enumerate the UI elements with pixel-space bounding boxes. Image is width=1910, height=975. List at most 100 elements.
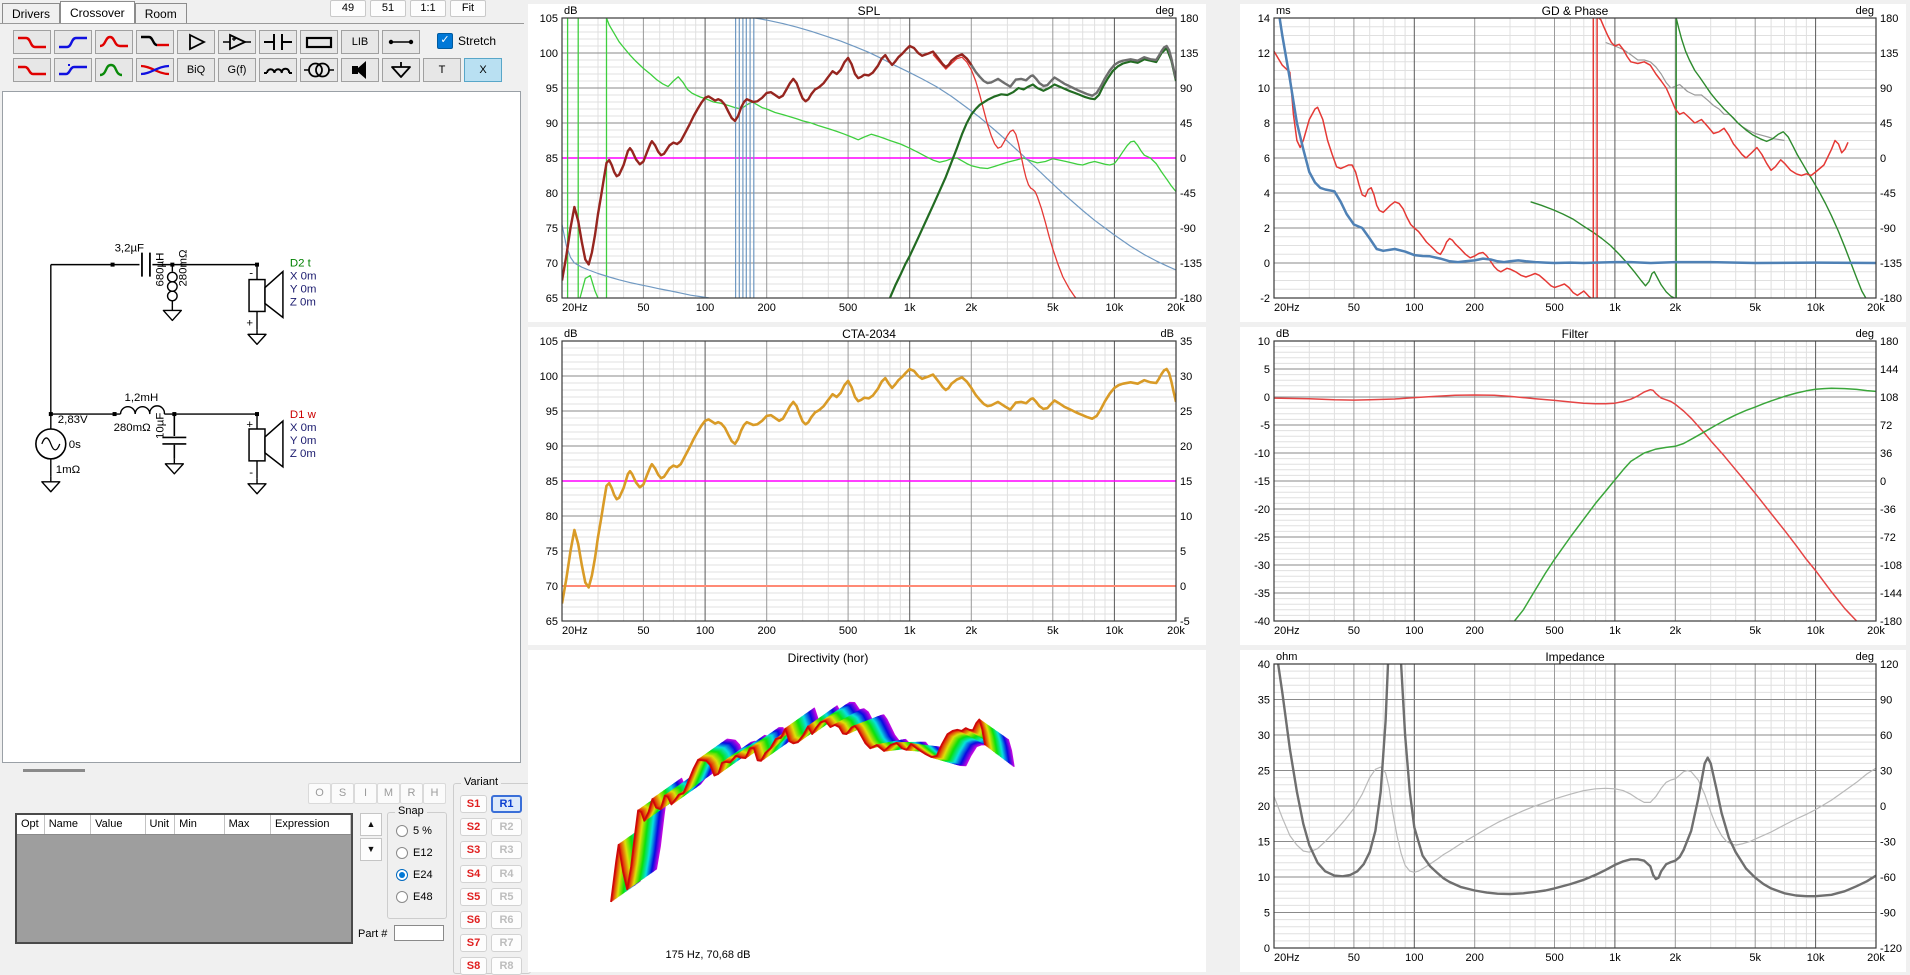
variant-schematic-s7[interactable]: S7 [460, 934, 487, 953]
opt-button-m[interactable]: M [377, 783, 400, 804]
opt-button-o[interactable]: O [308, 783, 331, 804]
allpass-icon[interactable] [136, 58, 174, 82]
view-button-51[interactable]: 51 [370, 0, 406, 17]
biq-button[interactable]: BiQ [177, 58, 215, 82]
lowpass-icon[interactable] [13, 30, 51, 54]
opt-button-h[interactable]: H [423, 783, 446, 804]
tick-label: 2k [966, 302, 978, 314]
snap-option-E12[interactable]: E12 [396, 847, 433, 859]
bandpass-icon[interactable] [95, 30, 133, 54]
view-button-1-1[interactable]: 1:1 [410, 0, 446, 17]
tick-label: -135 [1880, 258, 1902, 270]
tab-drivers[interactable]: Drivers [2, 3, 60, 23]
bandpass-icon [99, 35, 128, 48]
tick-label: 50 [1348, 302, 1360, 314]
column-header-unit[interactable]: Unit [146, 815, 176, 834]
variant-schematic-s2[interactable]: S2 [460, 818, 487, 837]
variant-schematic-s8[interactable]: S8 [460, 957, 487, 975]
left-axis-unit: ms [1276, 5, 1291, 17]
x-button[interactable]: X [464, 58, 502, 82]
highshelf-icon [59, 64, 87, 76]
highpass-icon[interactable] [54, 30, 92, 54]
variant-result-r2[interactable]: R2 [491, 818, 522, 837]
tick-label: 0 [1880, 153, 1886, 165]
tick-label: -5 [1180, 616, 1190, 628]
stretch-checkbox[interactable]: ✓ [437, 33, 453, 49]
snap-option-5[interactable]: 5 % [396, 825, 432, 837]
inductor-icon[interactable] [259, 58, 297, 82]
variant-result-r8[interactable]: R8 [491, 957, 522, 975]
variant-schematic-s3[interactable]: S3 [460, 841, 487, 860]
opt-button-r[interactable]: R [400, 783, 423, 804]
lib-button[interactable]: LIB [341, 30, 379, 54]
t-button[interactable]: T [423, 58, 461, 82]
stretch-option[interactable]: ✓ Stretch [437, 33, 496, 49]
variant-result-r1[interactable]: R1 [491, 795, 522, 813]
snap-option-E48[interactable]: E48 [396, 891, 433, 903]
column-header-min[interactable]: Min [175, 815, 225, 834]
variant-result-r4[interactable]: R4 [491, 864, 522, 883]
wire-icon[interactable] [382, 30, 420, 54]
tick-label: 180 [1180, 13, 1198, 25]
schematic-label: 2,83V [58, 414, 88, 426]
view-button-49[interactable]: 49 [330, 0, 366, 17]
crossover-pane: Drivers Crossover Room 49 51 1:1 Fit LIB BiQ G… [0, 0, 531, 975]
tick-label: 1k [1609, 625, 1621, 637]
shelf-icon[interactable] [136, 30, 174, 54]
variant-schematic-s6[interactable]: S6 [460, 911, 487, 929]
column-header-expression[interactable]: Expression [271, 815, 352, 834]
driver-symbol-d2[interactable] [248, 269, 284, 319]
gf-button[interactable]: G(f) [218, 58, 256, 82]
speaker-icon[interactable] [341, 58, 379, 82]
variant-result-r5[interactable]: R5 [491, 887, 522, 906]
radio-dot [396, 891, 408, 903]
tab-room[interactable]: Room [134, 3, 187, 23]
opt-button-s[interactable]: S [331, 783, 354, 804]
column-header-opt[interactable]: Opt [17, 815, 45, 834]
column-header-name[interactable]: Name [45, 815, 92, 834]
tick-label: 105 [540, 13, 558, 25]
resistor-icon[interactable] [300, 30, 338, 54]
tick-label: 10 [1258, 83, 1270, 95]
view-button-Fit[interactable]: Fit [450, 0, 486, 17]
series-spl-woofer-lp-red [932, 53, 1077, 298]
peak-icon[interactable] [95, 58, 133, 82]
ground-icon[interactable] [382, 58, 420, 82]
snap-option-E24[interactable]: E24 [396, 869, 433, 881]
tick-label: -90 [1880, 223, 1896, 235]
component-table[interactable]: Opt Name Value Unit Min Max Expression [15, 813, 353, 944]
tick-label: -108 [1880, 560, 1902, 572]
schematic-label: X 0m [290, 271, 317, 283]
series-phase-woofer-blue [562, 18, 1176, 298]
variant-result-r3[interactable]: R3 [491, 841, 522, 860]
transformer-icon[interactable] [300, 58, 338, 82]
move-up-button[interactable]: ▲ [360, 813, 382, 836]
variant-schematic-s1[interactable]: S1 [460, 795, 487, 813]
column-header-max[interactable]: Max [225, 815, 272, 834]
tab-crossover[interactable]: Crossover [60, 1, 135, 23]
tick-label: -90 [1880, 908, 1896, 920]
lowshelf-icon[interactable] [13, 58, 51, 82]
opamp-icon[interactable] [218, 30, 256, 54]
tick-label: 120 [1880, 659, 1898, 671]
variant-schematic-s4[interactable]: S4 [460, 864, 487, 883]
tick-label: 4 [1264, 188, 1270, 200]
highshelf-icon[interactable] [54, 58, 92, 82]
move-down-button[interactable]: ▼ [360, 838, 382, 861]
ground-icon [391, 62, 411, 78]
column-header-value[interactable]: Value [91, 815, 146, 834]
variant-result-r6[interactable]: R6 [491, 911, 522, 929]
series-gd-phase-green [1530, 18, 1867, 298]
buffer-icon[interactable] [177, 30, 215, 54]
schematic-label: 280mΩ [114, 422, 152, 434]
variant-result-r7[interactable]: R7 [491, 934, 522, 953]
splitter-handle[interactable] [23, 769, 85, 772]
driver-symbol-d1[interactable] [248, 419, 284, 469]
part-number-input[interactable] [394, 925, 444, 941]
series-filter-tweeter-green [1513, 387, 1876, 621]
tick-label: 30 [1180, 371, 1192, 383]
capacitor-icon[interactable] [259, 30, 297, 54]
variant-schematic-s5[interactable]: S5 [460, 887, 487, 906]
opt-button-i[interactable]: I [354, 783, 377, 804]
